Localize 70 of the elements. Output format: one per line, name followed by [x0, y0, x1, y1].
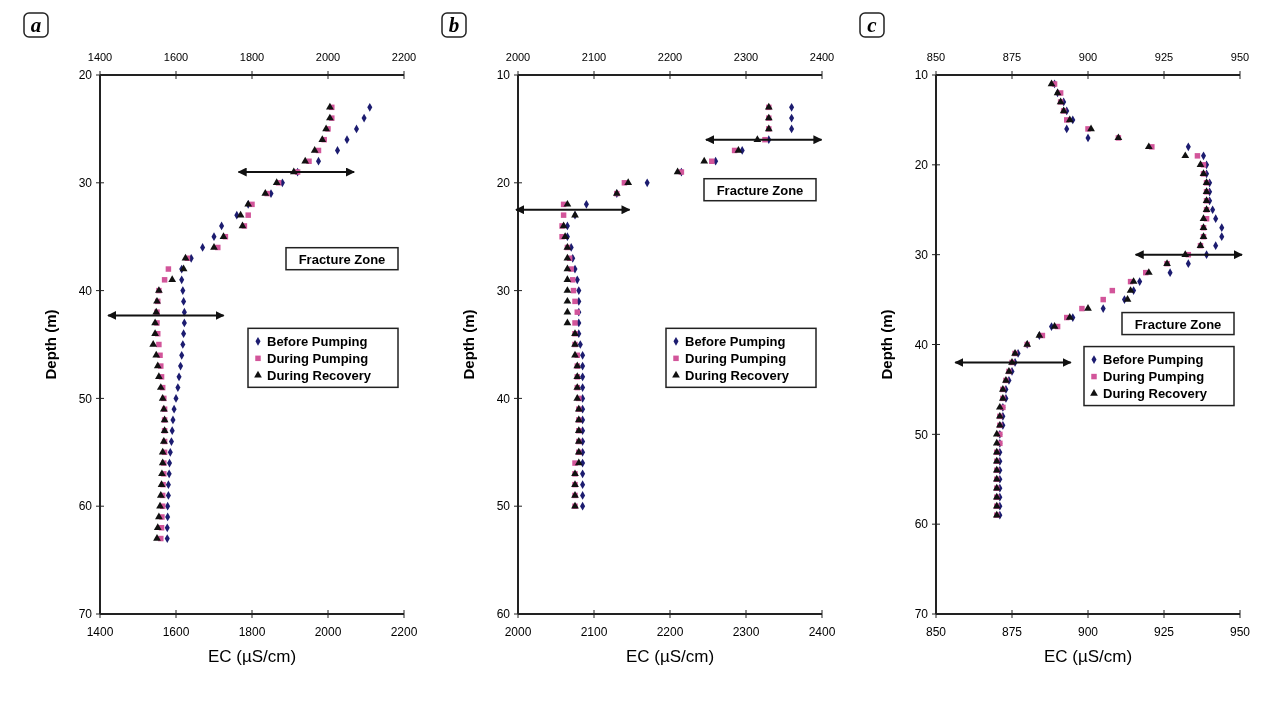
- x-axis-title: EC (µS/cm): [207, 647, 297, 666]
- chart-title: a: [30, 13, 42, 37]
- legend-label: During Recovery: [1103, 386, 1208, 402]
- x2-tick-label: 2200: [657, 51, 683, 63]
- y-tick-label: 60: [78, 499, 93, 514]
- chart-title: c: [867, 13, 878, 37]
- x-axis-title: EC (µS/cm): [1043, 647, 1133, 666]
- x2-tick-label: 900: [1078, 51, 1098, 63]
- y-tick-label: 30: [78, 176, 93, 190]
- x-tick-label: 2000: [504, 625, 532, 639]
- y-tick-label: 50: [78, 391, 93, 406]
- x-tick-label: 850: [925, 625, 947, 639]
- annotation: Fracture Zone: [716, 182, 804, 198]
- y-tick-label: 60: [914, 517, 929, 532]
- x2-tick-label: 850: [926, 51, 946, 63]
- annotation: Fracture Zone: [298, 251, 386, 267]
- x-axis-title: EC (µS/cm): [625, 647, 715, 666]
- legend-label: During Pumping: [685, 350, 787, 366]
- y-tick-label: 10: [496, 68, 511, 83]
- x-tick-label: 2200: [656, 625, 684, 639]
- y-tick-label: 40: [78, 283, 93, 298]
- y-axis-title: Depth (m): [460, 309, 477, 380]
- y-tick-label: 50: [496, 499, 511, 514]
- x2-tick-label: 950: [1230, 51, 1250, 63]
- x-tick-label: 2300: [732, 625, 760, 639]
- legend-label: During Recovery: [685, 367, 790, 383]
- x2-tick-label: 2000: [315, 51, 341, 63]
- x-tick-label: 2000: [314, 625, 342, 639]
- y-tick-label: 30: [496, 283, 511, 298]
- annotation: Fracture Zone: [1134, 316, 1222, 332]
- y-tick-label: 30: [914, 247, 929, 262]
- chart-title: b: [448, 13, 460, 37]
- legend-label: During Pumping: [1103, 369, 1205, 385]
- legend-label: During Recovery: [267, 367, 372, 383]
- y-tick-label: 40: [914, 337, 929, 352]
- x2-tick-label: 1600: [163, 51, 189, 63]
- x-tick-label: 925: [1153, 625, 1175, 639]
- x2-tick-label: 2300: [733, 51, 759, 63]
- x2-tick-label: 1800: [239, 51, 265, 63]
- x2-tick-label: 1400: [87, 51, 113, 63]
- legend-label: During Pumping: [267, 350, 369, 366]
- x-tick-label: 875: [1001, 625, 1023, 639]
- x2-tick-label: 2000: [505, 51, 531, 63]
- x-tick-label: 1800: [238, 625, 266, 639]
- x-tick-label: 2200: [390, 625, 418, 639]
- y-axis-title: Depth (m): [878, 309, 895, 380]
- x-tick-label: 2100: [580, 625, 608, 639]
- x2-tick-label: 925: [1154, 51, 1174, 63]
- x2-tick-label: 875: [1002, 51, 1022, 63]
- x2-tick-label: 2200: [391, 51, 417, 63]
- legend-label: Before Pumping: [685, 333, 786, 349]
- y-tick-label: 40: [496, 391, 511, 406]
- y-tick-label: 70: [78, 607, 93, 622]
- x-tick-label: 1600: [162, 625, 190, 639]
- y-tick-label: 50: [914, 427, 929, 442]
- legend-label: Before Pumping: [267, 333, 368, 349]
- y-tick-label: 70: [914, 607, 929, 622]
- legend-label: Before Pumping: [1103, 352, 1204, 368]
- y-tick-label: 20: [496, 176, 511, 190]
- y-axis-title: Depth (m): [42, 309, 59, 380]
- x-tick-label: 1400: [86, 625, 114, 639]
- x2-tick-label: 2400: [809, 51, 835, 63]
- y-tick-label: 10: [914, 68, 929, 83]
- x-tick-label: 2400: [808, 625, 836, 639]
- y-tick-label: 20: [914, 158, 929, 173]
- y-tick-label: 20: [78, 68, 93, 83]
- y-tick-label: 60: [496, 607, 511, 622]
- x-tick-label: 900: [1077, 625, 1099, 639]
- x2-tick-label: 2100: [581, 51, 607, 63]
- x-tick-label: 950: [1229, 625, 1251, 639]
